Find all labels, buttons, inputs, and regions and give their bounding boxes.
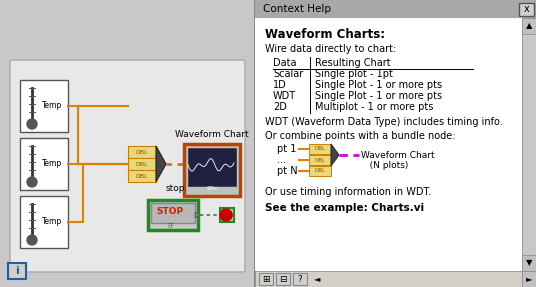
Bar [293,273,307,285]
Text: Or combine points with a bundle node:: Or combine points with a bundle node: [265,131,456,141]
Bar [255,271,522,287]
Text: 1D: 1D [273,80,287,90]
Text: WDT: WDT [273,91,296,101]
Text: ◄: ◄ [314,274,320,284]
Text: 90s: 90s [206,185,218,191]
Text: DBL: DBL [315,158,325,162]
Text: Wire data directly to chart:: Wire data directly to chart: [265,44,396,54]
Bar [148,200,198,230]
Circle shape [27,177,37,187]
Text: Multiplot - 1 or more pts: Multiplot - 1 or more pts [315,102,434,112]
Text: STOP: STOP [157,208,183,216]
Bar [255,0,536,18]
Bar [151,203,195,223]
Text: Single Plot - 1 or more pts: Single Plot - 1 or more pts [315,80,442,90]
Bar [255,0,536,287]
Text: pt 1: pt 1 [277,144,296,154]
Bar [309,155,331,165]
Bar [309,144,331,154]
Text: Temp: Temp [42,160,62,168]
Text: ...: ... [277,155,286,165]
Bar [128,170,156,182]
Circle shape [27,235,37,245]
Polygon shape [195,212,200,218]
Text: Single plot - 1pt: Single plot - 1pt [315,69,393,79]
Text: Resulting Chart: Resulting Chart [315,58,391,68]
FancyBboxPatch shape [0,0,257,287]
Text: DBL: DBL [315,168,325,174]
Text: Or use timing information in WDT.: Or use timing information in WDT. [265,187,431,197]
Text: Temp: Temp [42,102,62,110]
Polygon shape [156,146,166,182]
Bar [188,148,236,186]
Bar [276,273,290,285]
Text: DBL: DBL [136,162,148,166]
Text: Data: Data [273,58,296,68]
Text: DBL: DBL [136,150,148,154]
Text: ⊞: ⊞ [262,274,270,284]
Text: ⊟: ⊟ [279,274,287,284]
Bar [522,255,536,271]
Text: Temp: Temp [42,218,62,226]
Text: DBL: DBL [315,146,325,152]
Bar [519,3,534,16]
Text: See the example: Charts.vi: See the example: Charts.vi [265,203,424,213]
Bar [20,138,68,190]
Bar [220,208,234,222]
Text: ▲: ▲ [526,22,532,30]
Text: ?: ? [297,274,302,284]
Circle shape [220,209,232,221]
Bar [522,271,536,287]
Circle shape [222,210,232,220]
Bar [20,80,68,132]
Text: pt N: pt N [277,166,297,176]
Text: (N plots): (N plots) [361,161,408,170]
Text: Single Plot - 1 or more pts: Single Plot - 1 or more pts [315,91,442,101]
Polygon shape [331,144,339,166]
Text: x: x [524,4,530,14]
Bar [522,18,536,34]
Bar [309,166,331,176]
Text: Waveform Chart: Waveform Chart [175,130,249,139]
Text: WDT (Waveform Data Type) includes timing info.: WDT (Waveform Data Type) includes timing… [265,117,503,127]
Text: DBL: DBL [136,174,148,179]
Circle shape [27,119,37,129]
Bar [522,18,536,271]
Text: Scalar: Scalar [273,69,303,79]
Bar [184,144,240,196]
Text: Context Help: Context Help [263,4,331,14]
Text: Waveform Charts:: Waveform Charts: [265,28,385,41]
Text: stop: stop [165,184,185,193]
Bar [20,196,68,248]
Text: i: i [15,266,19,276]
FancyBboxPatch shape [10,60,245,272]
Bar [259,273,273,285]
Bar [8,263,26,279]
Bar [128,146,156,158]
Text: ►: ► [526,274,532,284]
Text: ▼: ▼ [526,259,532,267]
Bar [128,158,156,170]
Bar [255,18,522,271]
Text: 2D: 2D [273,102,287,112]
Text: Waveform Chart: Waveform Chart [361,151,435,160]
Text: TF: TF [166,223,174,229]
